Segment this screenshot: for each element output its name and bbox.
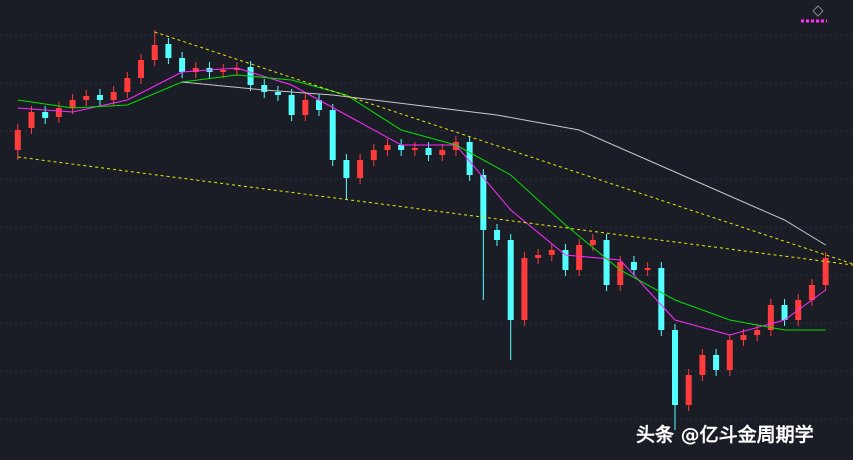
candle-body (562, 250, 569, 270)
candle-body (535, 255, 542, 258)
candle-body (69, 100, 76, 108)
candle-body (83, 96, 90, 100)
candle-body (179, 58, 186, 72)
candle-body (233, 68, 240, 70)
candle-body (781, 305, 788, 320)
candle-body (357, 160, 364, 178)
candle-body (28, 112, 35, 128)
candle-body (124, 78, 131, 92)
candle-body (138, 60, 145, 78)
candle-body (808, 285, 815, 300)
candle-body (220, 70, 227, 72)
plot-area (0, 30, 853, 430)
moving-average (182, 81, 826, 246)
candle-body (740, 335, 747, 340)
candle-body (521, 258, 528, 320)
diamond-icon[interactable] (812, 5, 824, 17)
candle-body (576, 245, 583, 270)
candle-body (316, 100, 323, 110)
candle-body (685, 375, 692, 405)
candle-body (644, 268, 651, 270)
candle-body (110, 92, 117, 100)
candle-body (192, 68, 199, 72)
candle-body (589, 240, 596, 245)
candle-body (96, 95, 103, 100)
candle-body (754, 330, 761, 335)
candle-body (42, 112, 49, 118)
candle-body (274, 92, 281, 95)
candle-body (329, 110, 336, 160)
candle-body (466, 142, 473, 175)
moving-average (17, 67, 826, 336)
candle-body (261, 85, 268, 92)
candle-body (713, 355, 720, 370)
candle-body (288, 95, 295, 115)
candle-body (425, 148, 432, 155)
candle-body (452, 142, 459, 150)
candle-body (726, 340, 733, 370)
candle-body (658, 268, 665, 330)
candle-body (767, 305, 774, 330)
candle-body (165, 44, 172, 58)
candle-body (699, 355, 706, 375)
candle-body (617, 262, 624, 285)
watermark: 头条 @亿斗金周期学 (636, 423, 814, 446)
candle-body (494, 230, 501, 240)
candle-body (822, 258, 829, 285)
candle-body (151, 45, 158, 60)
candle-body (14, 130, 21, 150)
candle-body (384, 145, 391, 150)
candle-body (630, 262, 637, 270)
moving-average (17, 74, 826, 331)
candle-body (672, 330, 679, 405)
trend-line (154, 31, 853, 265)
candle-body (548, 250, 555, 255)
candle-body (507, 240, 514, 320)
candle-body (411, 148, 418, 150)
candle-body (603, 240, 610, 285)
candle-body (370, 150, 377, 160)
candle-body (439, 150, 446, 155)
candle-body (55, 108, 62, 117)
candle-body (343, 160, 350, 178)
candle-body (398, 145, 405, 150)
trend-line (17, 156, 853, 266)
candle-body (302, 100, 309, 115)
candle-body (480, 175, 487, 230)
